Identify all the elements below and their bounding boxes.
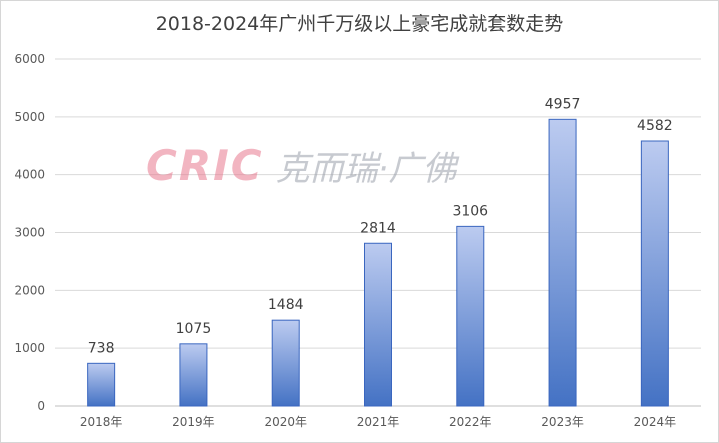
data-label: 1075 <box>176 321 212 337</box>
data-label: 3106 <box>452 203 488 219</box>
x-tick-label: 2018年 <box>80 415 123 429</box>
y-tick-label: 5000 <box>14 110 45 124</box>
y-tick-label: 3000 <box>14 226 45 240</box>
x-tick-label: 2024年 <box>634 415 677 429</box>
chart-title: 2018-2024年广州千万级以上豪宅成就套数走势 <box>155 13 564 35</box>
data-label: 4957 <box>545 96 581 112</box>
data-label: 738 <box>88 340 115 356</box>
bar-2020年 <box>271 319 300 407</box>
bar-2019年 <box>179 343 208 407</box>
x-tick-label: 2023年 <box>541 415 584 429</box>
bar-2018年 <box>87 362 116 407</box>
data-label: 2814 <box>360 220 396 236</box>
x-tick-label: 2019年 <box>172 415 215 429</box>
bar-2022年 <box>456 225 485 407</box>
x-tick-label: 2021年 <box>357 415 400 429</box>
y-tick-label: 0 <box>37 399 45 413</box>
y-tick-label: 2000 <box>14 283 45 297</box>
x-tick-label: 2022年 <box>449 415 492 429</box>
y-tick-label: 6000 <box>14 52 45 66</box>
data-label: 4582 <box>637 118 673 134</box>
bar-2021年 <box>364 242 392 407</box>
y-tick-label: 1000 <box>14 341 45 355</box>
x-tick-label: 2020年 <box>264 415 307 429</box>
bar-2023年 <box>548 118 577 407</box>
y-tick-label: 4000 <box>14 168 45 182</box>
bar-2024年 <box>640 140 669 407</box>
data-label: 1484 <box>268 297 304 313</box>
